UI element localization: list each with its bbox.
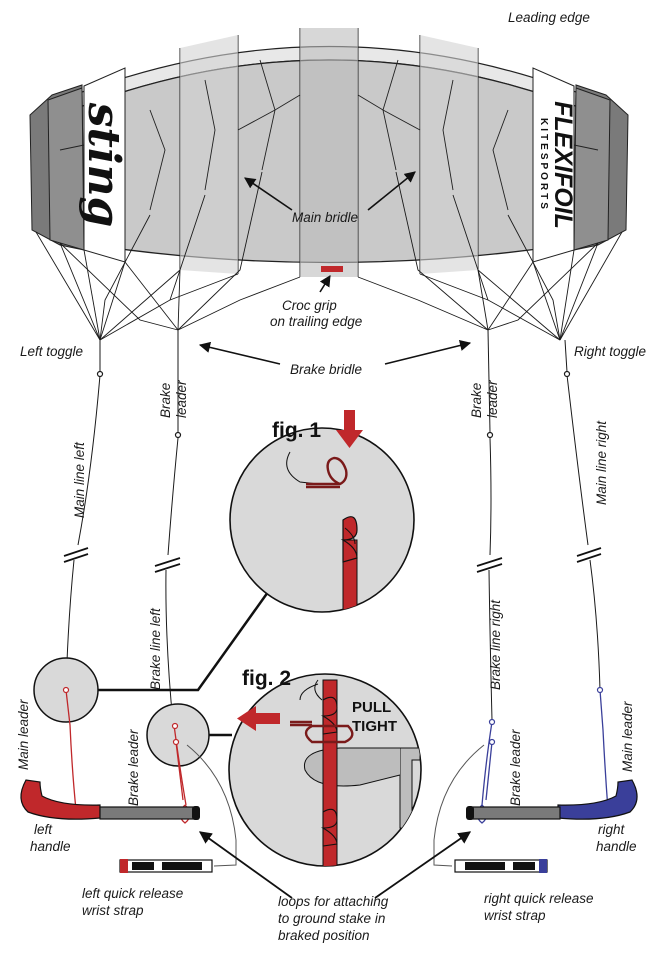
zoom-connector-1 (98, 591, 270, 692)
croc-grip-label-2: on trailing edge (270, 314, 362, 329)
sting-logo-text: sting (78, 102, 129, 228)
flexifoil-logo: FLEXIFOIL KITESPORTS (538, 101, 577, 229)
main-bridle-arrow-left (244, 177, 293, 211)
pull-label: PULL (352, 699, 391, 716)
main-bridle-arrow-right (367, 171, 416, 211)
brake-bridle-label: Brake bridle (290, 362, 362, 377)
brake-bridle-arrow-right (384, 339, 472, 365)
brake-bridle-arrow-left (198, 341, 281, 365)
loop-arrow-right (374, 831, 472, 899)
main-line-right-label: Main line right (594, 420, 609, 505)
red-down-arrow-icon (336, 410, 363, 448)
left-brake-leader-ring (174, 431, 182, 439)
left-strap-label-2: wrist strap (82, 903, 144, 918)
red-left-arrow-icon (237, 706, 280, 731)
left-brake-leader-label-2: leader (174, 380, 189, 418)
main-line-left-label: Main line left (72, 441, 87, 518)
fig1-label: fig. 1 (272, 419, 321, 442)
brake-line-left-label: Brake line left (148, 607, 163, 690)
loops-label-3: braked position (278, 928, 370, 943)
loops-label-1: loops for attaching (278, 894, 389, 909)
right-toggle-label: Right toggle (574, 344, 646, 359)
flexifoil-logo-text: FLEXIFOIL (549, 101, 577, 229)
left-main-leader-label: Main leader (16, 699, 31, 770)
right-brake-leader-lower-label: Brake leader (508, 729, 523, 806)
right-strap-label-2: wrist strap (484, 908, 546, 923)
right-brake-leader-label-1: Brake (469, 383, 484, 418)
right-strap-label-1: right quick release (484, 891, 594, 906)
double-slash-icon (63, 547, 602, 573)
sting-logo: sting (78, 102, 129, 228)
toggles (96, 370, 571, 439)
left-toggle-label: Left toggle (20, 344, 83, 359)
right-brake-leader-label-2: leader (485, 380, 500, 418)
fig2-circle (228, 673, 422, 867)
brake-line-right-label: Brake line right (488, 599, 503, 690)
left-brake-leader-lower-label: Brake leader (126, 729, 141, 806)
loops-label-2: to ground stake in (278, 911, 385, 926)
croc-grip-label-1: Croc grip (282, 298, 337, 313)
blue-leaders (476, 689, 609, 824)
left-handle-label-2: handle (30, 839, 71, 854)
fig2-label: fig. 2 (242, 667, 291, 690)
kite-canopy (29, 28, 629, 277)
loop-arrow-left (198, 831, 293, 899)
leading-edge-label: Leading edge (508, 10, 590, 25)
tight-label: TIGHT (352, 718, 397, 735)
bridle-lines (35, 171, 623, 341)
right-wrist-strap (454, 859, 548, 873)
main-bridle-label: Main bridle (292, 210, 358, 225)
left-wrist-strap (119, 859, 213, 873)
right-toggle-ring (563, 370, 571, 378)
left-handle-label-1: left (34, 822, 53, 837)
labels: Leading edge Main bridle Croc grip on tr… (16, 10, 646, 943)
right-handle (466, 779, 638, 820)
left-handle (20, 779, 200, 820)
right-handle-label-1: right (598, 822, 626, 837)
left-toggle-ring (96, 370, 104, 378)
right-brake-leader-ring (486, 431, 494, 439)
kitesports-logo-text: KITESPORTS (538, 118, 549, 212)
left-strap-label-1: left quick release (82, 886, 183, 901)
left-brake-leader-label-1: Brake (158, 383, 173, 418)
right-handle-label-2: handle (596, 839, 637, 854)
red-leaders (65, 689, 191, 824)
croc-grip-arrow (319, 275, 331, 293)
right-main-leader-label: Main leader (620, 701, 635, 772)
croc-grip (321, 266, 343, 272)
fig1-circle (229, 410, 415, 613)
